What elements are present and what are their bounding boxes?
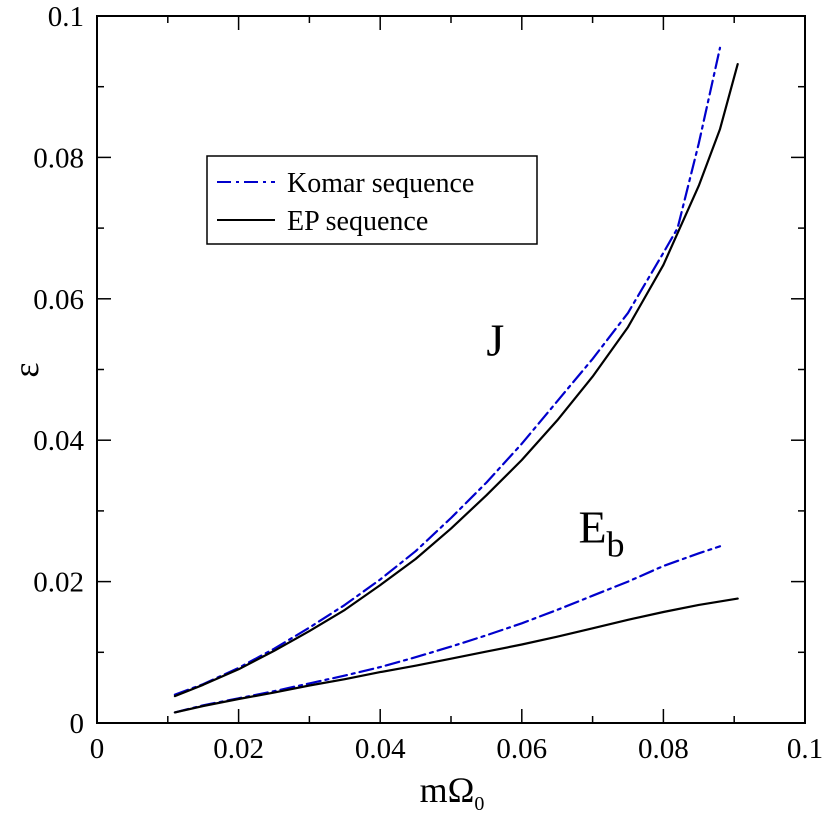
plot-frame (96, 15, 806, 724)
series-line-eb-ep (173, 597, 739, 714)
y-tick-label: 0 (70, 708, 85, 740)
series-line-j-ep (173, 62, 739, 698)
x-tick-label: 0.1 (787, 733, 823, 765)
series-line-eb-komar (173, 545, 722, 714)
y-tick-label: 0.02 (33, 567, 84, 599)
annotation-j: J (486, 314, 504, 365)
y-tick-label: 0.04 (33, 425, 84, 457)
x-axis-label: mΩ0 (420, 770, 485, 815)
legend-label-ep: EP sequence (287, 206, 428, 237)
x-tick-label: 0 (90, 733, 105, 765)
legend-box (206, 155, 538, 245)
y-tick-label: 0.06 (33, 284, 84, 316)
annotation-layer: J Eb (486, 314, 624, 564)
tick-layer: 0 0.02 0.04 0.06 0.08 0.1 0 0.02 0.04 0.06 0.08 0.1 (33, 1, 823, 765)
series-layer (173, 46, 739, 714)
annotation-eb: Eb (578, 502, 624, 565)
y-tick-label: 0.08 (33, 142, 84, 174)
x-tick-label: 0.08 (638, 733, 689, 765)
legend: Komar sequence EP sequence (206, 155, 538, 245)
x-tick-label: 0.04 (355, 733, 406, 765)
x-axis-label-main: mΩ (420, 770, 475, 810)
x-axis-label-sub: 0 (474, 793, 484, 815)
x-tick-label: 0.06 (496, 733, 547, 765)
series-line-j-komar (173, 46, 722, 696)
legend-label-komar: Komar sequence (287, 168, 474, 199)
y-axis-label: ε (6, 362, 46, 377)
y-tick-label: 0.1 (48, 1, 84, 33)
x-tick-label: 0.02 (213, 733, 264, 765)
